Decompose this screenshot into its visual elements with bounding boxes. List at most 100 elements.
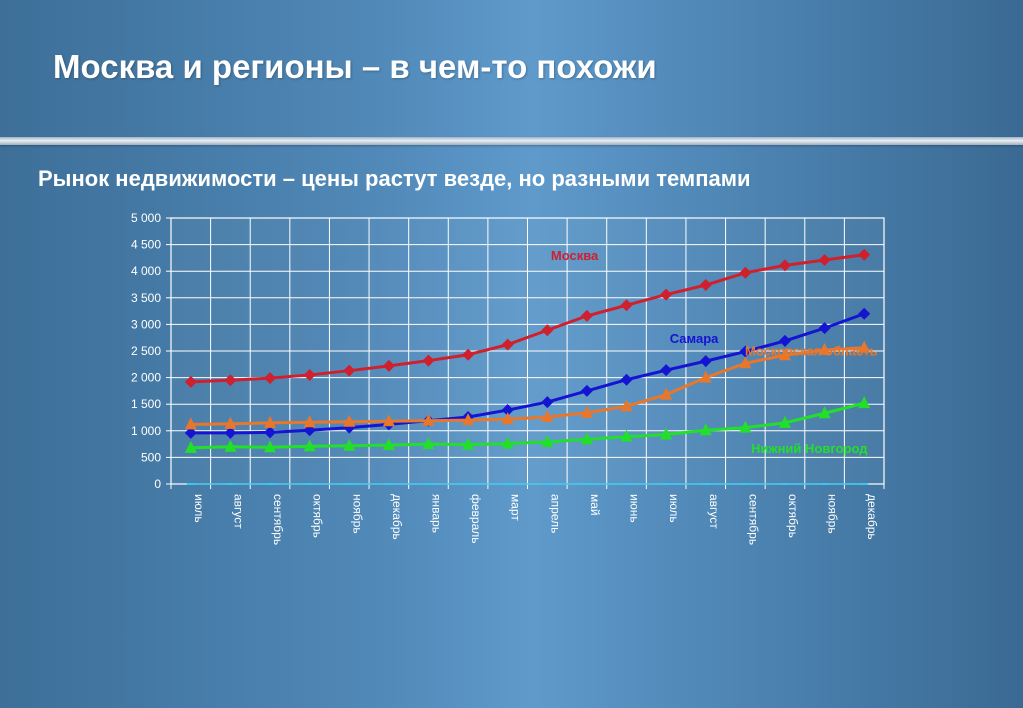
- y-tick-label: 2 500: [131, 344, 161, 358]
- data-point-triangle: [739, 420, 752, 433]
- series-line: [190, 401, 865, 450]
- series-1: [184, 307, 871, 439]
- data-point-diamond: [818, 254, 831, 267]
- y-tick-label: 0: [154, 477, 161, 491]
- x-tick-label: январь: [429, 494, 443, 533]
- chart-subtitle: Рынок недвижимости – цены растут везде, …: [38, 166, 751, 191]
- data-point-triangle: [778, 348, 791, 361]
- x-tick-label: сентябрь: [746, 494, 760, 545]
- x-tick-label: сентябрь: [271, 494, 285, 545]
- data-point-triangle: [264, 415, 277, 428]
- data-point-diamond: [778, 259, 791, 272]
- series-0: [184, 248, 871, 388]
- data-point-triangle: [264, 440, 277, 453]
- series-2: [184, 340, 871, 430]
- data-point-triangle: [818, 406, 831, 419]
- data-point-triangle: [184, 440, 197, 453]
- y-tick-label: 5 000: [131, 211, 161, 225]
- x-tick-label: май: [588, 494, 602, 516]
- data-point-diamond: [264, 426, 277, 439]
- data-point-triangle: [739, 356, 752, 369]
- series-line: [190, 312, 865, 435]
- data-point-triangle: [580, 405, 593, 418]
- data-point-diamond: [620, 373, 633, 386]
- x-tick-label: октябрь: [311, 494, 325, 538]
- data-point-triangle: [858, 396, 871, 409]
- data-point-triangle: [541, 409, 554, 422]
- x-tick-label: декабрь: [390, 494, 404, 540]
- data-point-triangle: [858, 340, 871, 353]
- data-point-diamond: [184, 375, 197, 388]
- data-point-triangle: [224, 416, 237, 429]
- data-point-diamond: [580, 384, 593, 397]
- data-point-triangle: [501, 436, 514, 449]
- data-point-triangle: [343, 414, 356, 427]
- data-point-diamond: [858, 307, 871, 320]
- y-tick-label: 2 000: [131, 371, 161, 385]
- data-point-triangle: [422, 437, 435, 450]
- series-label: Самара: [670, 331, 719, 346]
- data-point-triangle: [501, 412, 514, 425]
- data-point-triangle: [303, 439, 316, 452]
- data-point-diamond: [303, 368, 316, 381]
- data-point-diamond: [541, 396, 554, 409]
- data-point-diamond: [739, 345, 752, 358]
- data-point-diamond: [580, 309, 593, 322]
- x-tick-label: июль: [192, 494, 206, 523]
- title-divider: [0, 137, 1023, 145]
- data-point-triangle: [580, 432, 593, 445]
- x-tick-label: август: [707, 494, 721, 529]
- data-point-triangle: [541, 434, 554, 447]
- data-point-triangle: [699, 423, 712, 436]
- data-point-diamond: [501, 404, 514, 417]
- series-line: [190, 253, 865, 384]
- x-tick-label: август: [231, 494, 245, 529]
- data-point-triangle: [778, 415, 791, 428]
- y-tick-label: 1 000: [131, 424, 161, 438]
- x-tick-label: июль: [667, 494, 681, 523]
- data-point-triangle: [382, 414, 395, 427]
- y-tick-label: 3 000: [131, 317, 161, 331]
- y-tick-label: 3 500: [131, 291, 161, 305]
- data-point-triangle: [422, 413, 435, 426]
- x-tick-label: ноябрь: [350, 494, 364, 534]
- series-label: Москва: [551, 248, 599, 263]
- data-point-triangle: [382, 438, 395, 451]
- series-line: [190, 346, 865, 426]
- series-label: Нижний Новгород: [751, 441, 868, 456]
- x-tick-label: июнь: [628, 494, 642, 523]
- data-point-triangle: [620, 429, 633, 442]
- data-point-diamond: [818, 322, 831, 335]
- data-point-diamond: [501, 338, 514, 351]
- data-point-triangle: [699, 370, 712, 383]
- data-point-diamond: [343, 364, 356, 377]
- x-tick-label: февраль: [469, 494, 483, 544]
- data-point-diamond: [184, 426, 197, 439]
- data-point-triangle: [303, 415, 316, 428]
- x-tick-label: ноябрь: [826, 494, 840, 534]
- x-tick-label: март: [509, 494, 523, 521]
- data-point-triangle: [462, 413, 475, 426]
- data-point-diamond: [858, 248, 871, 261]
- data-point-diamond: [739, 266, 752, 279]
- data-point-triangle: [224, 439, 237, 452]
- data-point-triangle: [660, 387, 673, 400]
- data-point-triangle: [620, 399, 633, 412]
- y-tick-label: 500: [141, 450, 161, 464]
- data-point-diamond: [224, 426, 237, 439]
- data-point-triangle: [818, 342, 831, 355]
- data-point-diamond: [660, 364, 673, 377]
- y-tick-label: 4 500: [131, 238, 161, 252]
- data-point-diamond: [660, 288, 673, 301]
- data-point-diamond: [422, 354, 435, 367]
- data-point-diamond: [778, 334, 791, 347]
- data-point-triangle: [343, 438, 356, 451]
- series-3: [184, 396, 871, 453]
- data-point-diamond: [699, 355, 712, 368]
- data-point-diamond: [541, 324, 554, 337]
- x-tick-label: апрель: [548, 494, 562, 533]
- y-tick-label: 1 500: [131, 397, 161, 411]
- data-point-triangle: [184, 417, 197, 430]
- data-point-triangle: [660, 427, 673, 440]
